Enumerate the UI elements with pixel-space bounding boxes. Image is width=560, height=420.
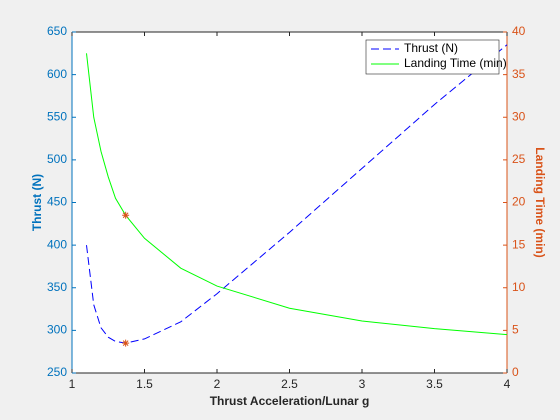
y2-tick-label: 35 (512, 67, 526, 81)
marker (122, 339, 130, 347)
legend-box (365, 39, 500, 75)
y-tick-label: 650 (47, 24, 67, 38)
y2-tick-label: 30 (512, 109, 526, 123)
y-tick-label: 300 (47, 323, 67, 337)
y2-tick-label: 25 (512, 152, 526, 166)
y-tick-label: 350 (47, 280, 67, 294)
marker (122, 211, 130, 219)
y2-axis-label: Landing Time (min) (533, 147, 547, 257)
y2-tick-label: 40 (512, 24, 526, 38)
x-axis-label: Thrust Acceleration/Lunar g (210, 394, 370, 408)
y-tick-label: 600 (47, 67, 67, 81)
x-tick-label: 3 (359, 377, 366, 391)
series-line (86, 44, 508, 344)
series-line (86, 53, 508, 336)
y-tick-label: 400 (47, 237, 67, 251)
y2-tick-label: 5 (512, 323, 519, 337)
y2-tick-label: 15 (512, 237, 526, 251)
plot-area (72, 32, 507, 373)
legend: Thrust (N)Landing Time (min) (365, 39, 507, 75)
x-tick-label: 4 (504, 377, 511, 391)
legend-label: Thrust (N) (404, 41, 458, 55)
y-tick-label: 500 (47, 152, 67, 166)
y-tick-label: 450 (47, 195, 67, 209)
x-tick-label: 1 (69, 377, 76, 391)
y2-tick-label: 0 (512, 365, 519, 379)
y-axis-label: Thrust (N) (30, 174, 44, 231)
x-tick-label: 3.5 (426, 377, 443, 391)
y-tick-label: 550 (47, 109, 67, 123)
x-tick-label: 2.5 (281, 377, 298, 391)
y2-tick-label: 10 (512, 280, 526, 294)
legend-label: Landing Time (min) (404, 56, 507, 70)
x-tick-label: 2 (214, 377, 221, 391)
x-tick-label: 1.5 (136, 377, 153, 391)
y-tick-label: 250 (47, 365, 67, 379)
y2-tick-label: 20 (512, 195, 526, 209)
